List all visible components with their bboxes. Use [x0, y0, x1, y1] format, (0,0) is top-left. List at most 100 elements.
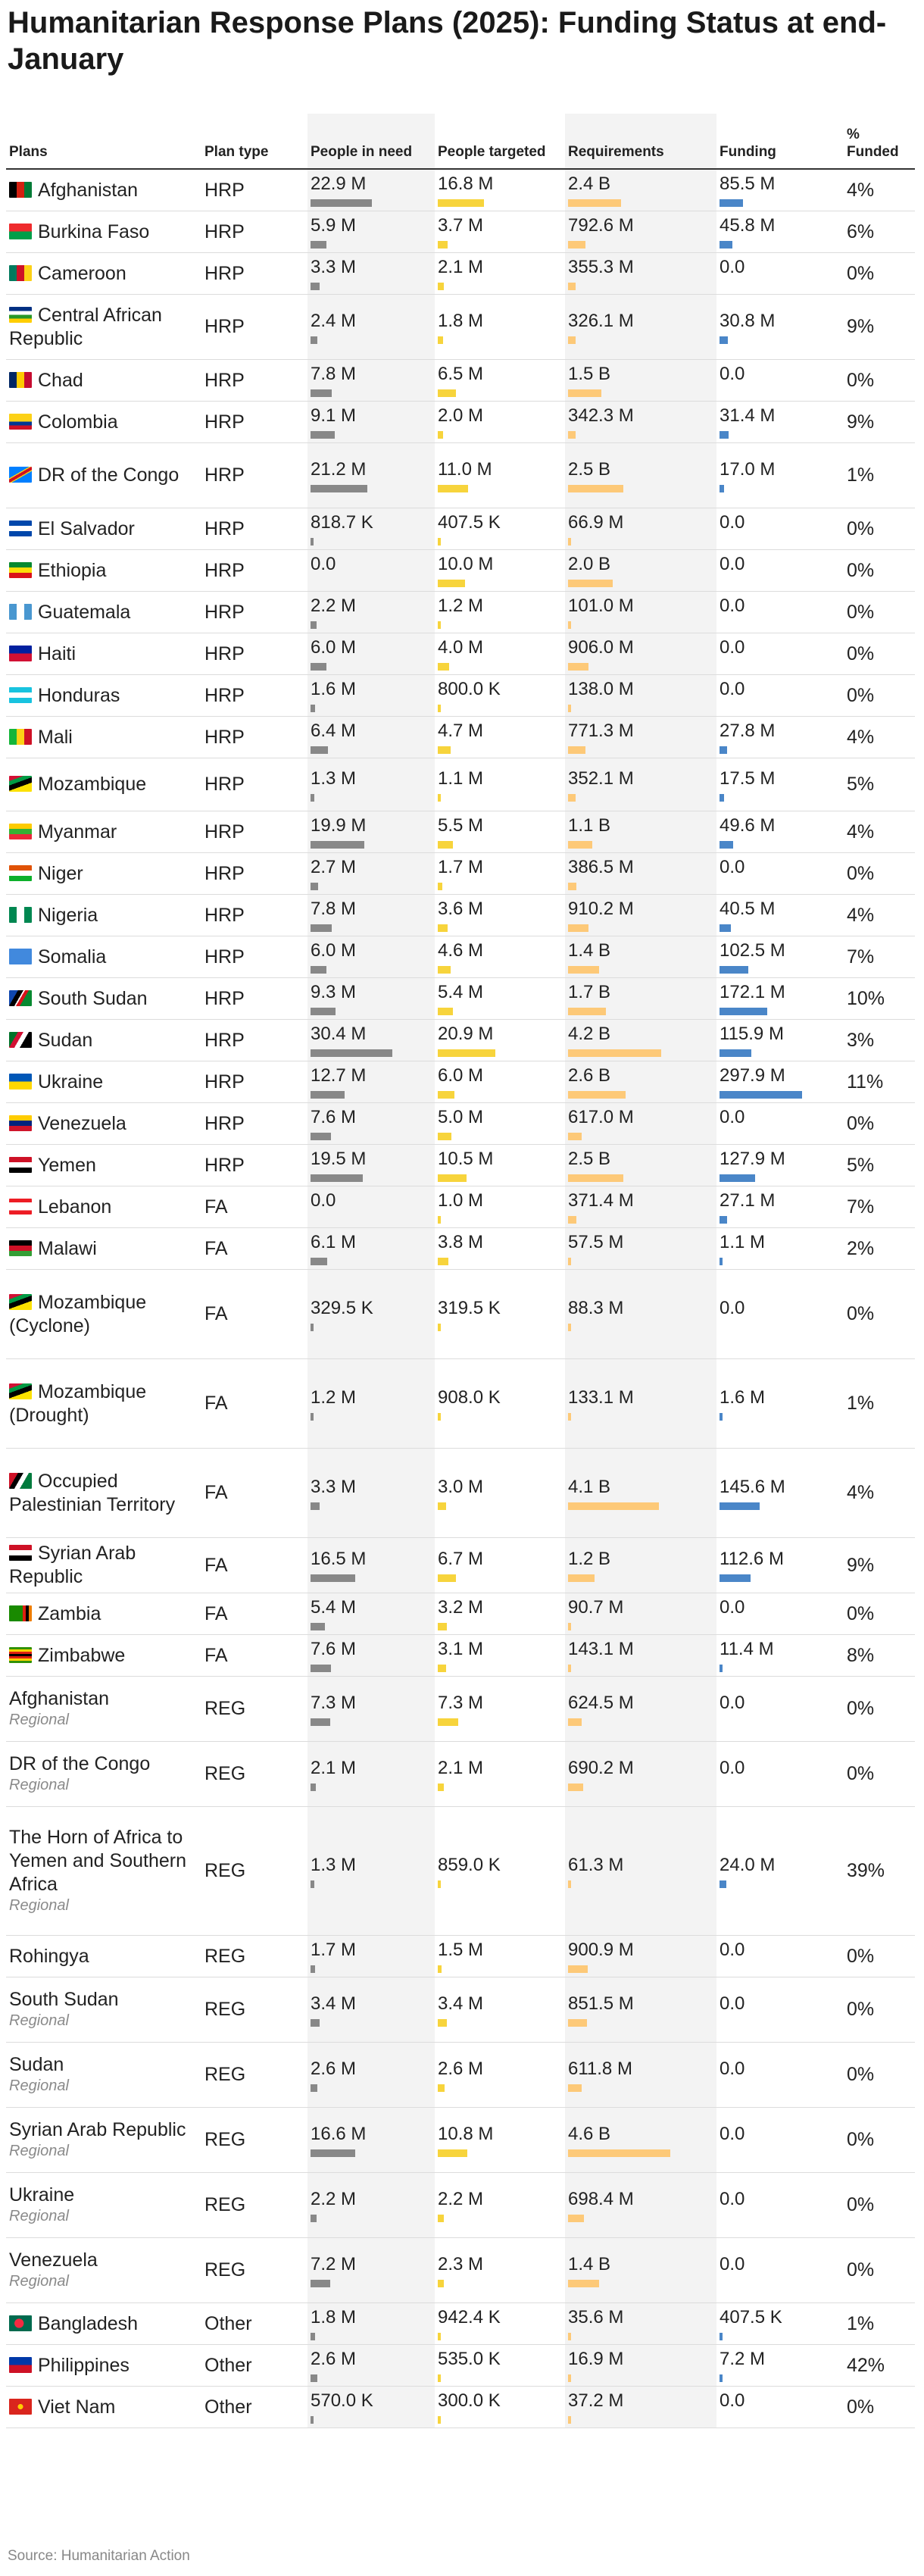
people-targeted-bar: [438, 336, 443, 344]
plan-cell: Honduras: [6, 674, 201, 717]
funding-value: 27.8 M: [720, 721, 776, 741]
funding-value: 172.1 M: [720, 982, 785, 1002]
table-row: Ethiopia HRP 0.0 10.0 M 2.0 B 0.0 0%: [6, 549, 915, 592]
people-targeted-value: 3.0 M: [438, 1476, 484, 1497]
requirements-bar: [568, 924, 588, 932]
funding-value: 0.0: [720, 637, 745, 658]
funding-bar: [720, 2374, 723, 2382]
requirements-cell: 1.2 B: [565, 1537, 716, 1593]
funding-value: 0.0: [720, 2123, 745, 2144]
people-in-need-value: 2.1 M: [311, 1757, 357, 1778]
people-in-need-value: 7.6 M: [311, 1639, 357, 1659]
requirements-value: 2.5 B: [568, 1149, 611, 1169]
people-in-need-value: 3.3 M: [311, 257, 357, 277]
plan-type-cell: HRP: [201, 811, 307, 853]
plan-name: Chad: [38, 369, 83, 391]
people-in-need-value: 7.2 M: [311, 2253, 357, 2274]
funding-cell: 407.5 K: [716, 2302, 844, 2345]
people-targeted-bar: [438, 1216, 441, 1224]
flag-icon: [9, 1198, 32, 1215]
people-targeted-cell: 4.6 M: [435, 936, 565, 978]
funding-cell: 0.0: [716, 1102, 844, 1145]
people-in-need-cell: 1.8 M: [307, 2302, 435, 2345]
pct-funded-cell: 3%: [844, 1019, 915, 1061]
people-targeted-value: 407.5 K: [438, 512, 501, 533]
table-row: Lebanon FA 0.0 1.0 M 371.4 M 27.1 M 7%: [6, 1186, 915, 1228]
plan-cell: Syrian Arab Republic Regional: [6, 2107, 201, 2173]
people-in-need-value: 7.3 M: [311, 1692, 357, 1713]
chart-title: Humanitarian Response Plans (2025): Fund…: [8, 6, 887, 76]
plan-type-cell: HRP: [201, 674, 307, 717]
requirements-value: 624.5 M: [568, 1692, 634, 1713]
funding-bar: [720, 966, 748, 974]
pct-funded-cell: 0%: [844, 633, 915, 675]
plan-type-cell: REG: [201, 1806, 307, 1936]
people-in-need-value: 570.0 K: [311, 2390, 373, 2411]
flag-icon: [9, 1156, 32, 1173]
flag-icon: [9, 603, 32, 620]
people-targeted-value: 3.4 M: [438, 1993, 484, 2014]
table-row: Bangladesh Other 1.8 M 942.4 K 35.6 M 407.5 K…: [6, 2302, 915, 2345]
table-row: Haiti HRP 6.0 M 4.0 M 906.0 M 0.0 0%: [6, 633, 915, 675]
flag-icon: [9, 823, 32, 839]
people-in-need-cell: 7.6 M: [307, 1102, 435, 1145]
funding-value: 1.6 M: [720, 1386, 766, 1408]
people-in-need-bar: [311, 841, 364, 849]
people-in-need-cell: 5.4 M: [307, 1593, 435, 1635]
people-targeted-value: 3.2 M: [438, 1597, 484, 1618]
people-targeted-value: 1.8 M: [438, 310, 484, 331]
plan-name: Burkina Faso: [38, 220, 150, 242]
requirements-cell: 57.5 M: [565, 1227, 716, 1270]
plan-type-cell: HRP: [201, 359, 307, 402]
plan-name: Nigeria: [38, 904, 98, 926]
people-in-need-value: 818.7 K: [311, 512, 373, 533]
table-row: DR of the Congo HRP 21.2 M 11.0 M 2.5 B 17.0 …: [6, 442, 915, 508]
requirements-value: 1.4 B: [568, 940, 611, 961]
plan-cell: Syrian Arab Republic: [6, 1537, 201, 1593]
plan-cell: Burkina Faso: [6, 211, 201, 253]
plan-name: Venezuela: [38, 1112, 126, 1134]
people-in-need-cell: 818.7 K: [307, 508, 435, 550]
people-in-need-cell: 2.6 M: [307, 2042, 435, 2108]
people-targeted-value: 2.1 M: [438, 1757, 484, 1778]
plan-type-cell: FA: [201, 1358, 307, 1449]
table-row: Nigeria HRP 7.8 M 3.6 M 910.2 M 40.5 M 4%: [6, 894, 915, 936]
requirements-bar: [568, 1574, 595, 1582]
people-targeted-bar: [438, 746, 451, 754]
people-targeted-value: 6.7 M: [438, 1549, 484, 1569]
people-in-need-cell: 9.3 M: [307, 977, 435, 1020]
people-targeted-cell: 3.1 M: [435, 1634, 565, 1677]
plan-cell: DR of the Congo Regional: [6, 1741, 201, 1807]
flag-icon: [9, 1605, 32, 1621]
people-targeted-bar: [438, 1049, 495, 1057]
funding-value: 0.0: [720, 1107, 745, 1127]
people-targeted-cell: 16.8 M: [435, 169, 565, 211]
plan-name: The Horn of Africa to Yemen and Southern…: [9, 1827, 186, 1895]
requirements-bar: [568, 966, 599, 974]
requirements-bar: [568, 1091, 626, 1099]
funding-cell: 0.0: [716, 359, 844, 402]
people-targeted-bar: [438, 2374, 441, 2382]
people-targeted-bar: [438, 2214, 444, 2222]
requirements-bar: [568, 2149, 670, 2157]
requirements-bar: [568, 1008, 606, 1015]
plan-name: Viet Nam: [38, 2396, 116, 2418]
people-targeted-cell: 3.8 M: [435, 1227, 565, 1270]
plan-name: Myanmar: [38, 821, 117, 843]
funding-value: 7.2 M: [720, 2349, 766, 2369]
pct-funded-cell: 7%: [844, 1186, 915, 1228]
table-row: Burkina Faso HRP 5.9 M 3.7 M 792.6 M 45.8 M 6%: [6, 211, 915, 253]
plan-cell: Philippines: [6, 2344, 201, 2387]
flag-icon: [9, 2315, 32, 2331]
flag-icon: [9, 223, 32, 239]
people-targeted-value: 2.1 M: [438, 257, 484, 277]
funding-value: 297.9 M: [720, 1065, 785, 1086]
requirements-value: 2.4 B: [568, 174, 611, 194]
people-in-need-value: 5.9 M: [311, 215, 357, 236]
people-targeted-cell: 2.1 M: [435, 252, 565, 295]
people-targeted-value: 3.6 M: [438, 899, 484, 919]
people-targeted-bar: [438, 2279, 444, 2287]
requirements-value: 101.0 M: [568, 596, 634, 616]
pct-funded-cell: 9%: [844, 294, 915, 360]
plan-name: DR of the Congo: [38, 464, 179, 486]
